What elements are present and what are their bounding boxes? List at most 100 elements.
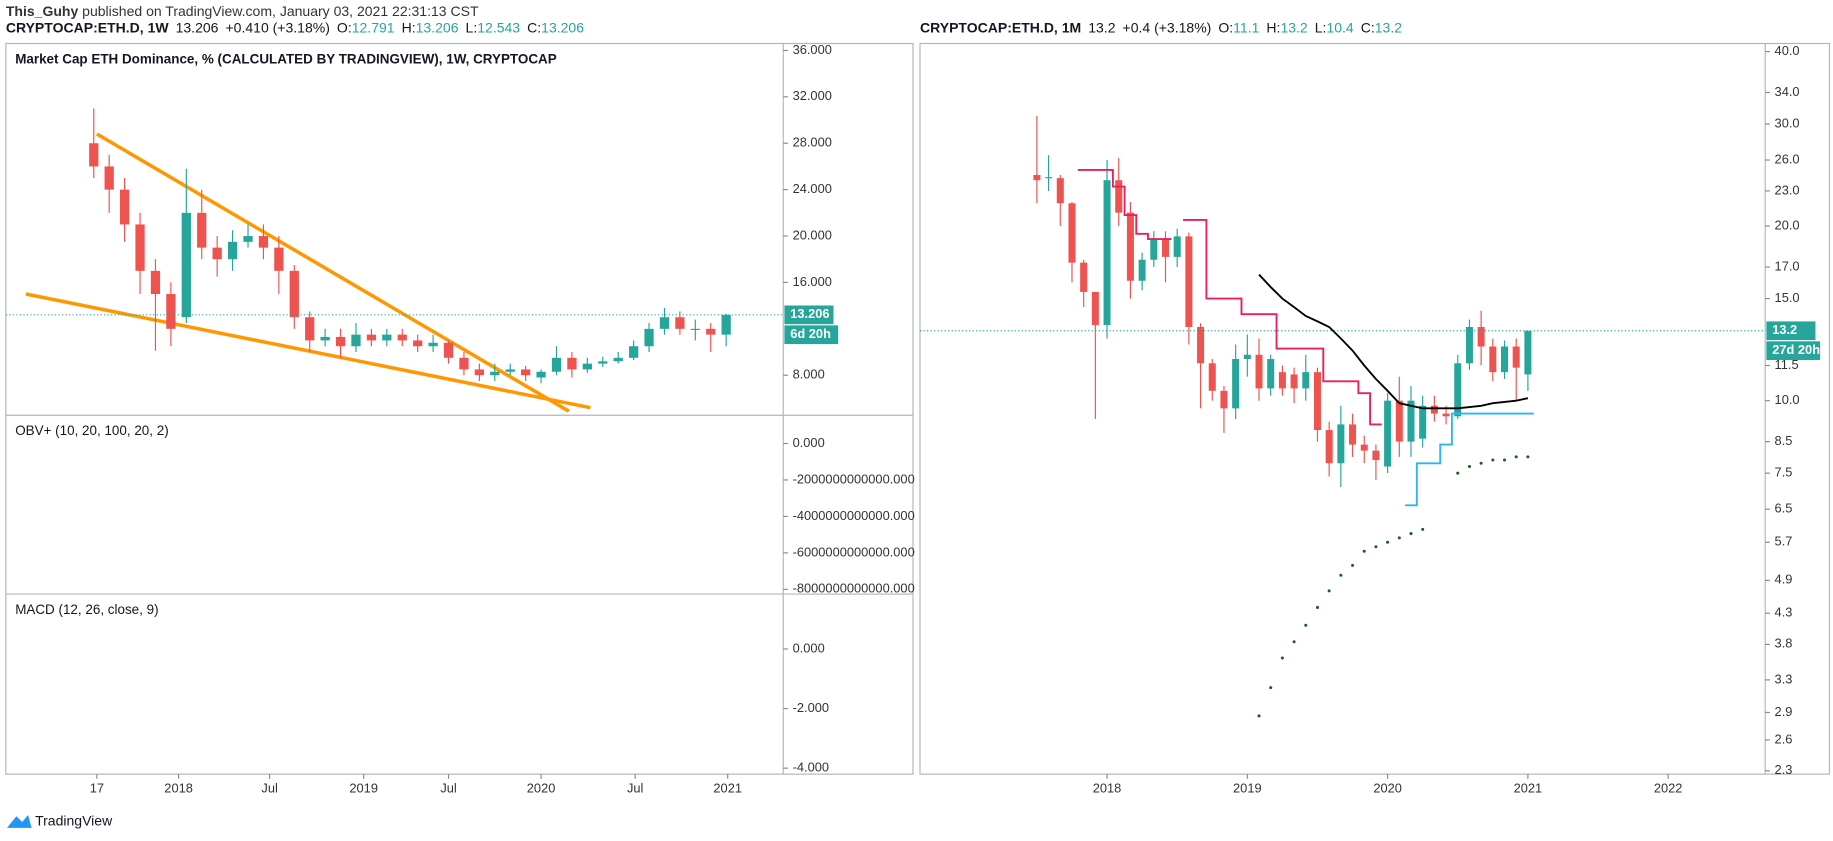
y-tick-label: 3.8	[1775, 636, 1793, 651]
y-tick-label: 3.3	[1775, 671, 1793, 686]
candle-body	[474, 369, 485, 376]
candle-body	[413, 340, 423, 347]
candle-body	[1232, 359, 1240, 409]
indicator-dot	[1327, 589, 1331, 593]
candle-body	[351, 334, 361, 347]
pane-title: Market Cap ETH Dominance, % (CALCULATED …	[15, 51, 557, 66]
indicator-line	[1077, 168, 1172, 240]
indicator-line	[1258, 273, 1529, 410]
candle-body	[613, 357, 623, 362]
y-tick-label: 0.000	[793, 435, 825, 450]
indicator-dot	[1421, 527, 1425, 531]
candle-body	[1080, 262, 1088, 292]
candle-body	[1138, 259, 1146, 281]
candle-body	[567, 357, 577, 370]
y-tick-label: 23.0	[1775, 182, 1800, 197]
y-tick-label: -8000000000000.000	[793, 581, 915, 596]
price-label-box	[1766, 321, 1816, 341]
indicator-dot	[1257, 714, 1261, 718]
brand: TradingView	[35, 813, 113, 829]
y-tick-label: -2000000000000.000	[793, 471, 915, 486]
indicator-dot	[1304, 623, 1308, 627]
candle-body	[1056, 178, 1064, 204]
y-tick-label: -2.000	[793, 700, 829, 715]
candle-body	[1524, 330, 1532, 375]
indicator-line	[1405, 412, 1534, 507]
y-tick-label: 2.3	[1775, 762, 1793, 777]
legend-item: 13.206	[541, 19, 584, 35]
indicator-dot	[1374, 545, 1378, 549]
candle-body	[1208, 363, 1216, 391]
candle-body	[1384, 400, 1392, 467]
y-tick-label: 10.0	[1775, 392, 1800, 407]
x-tick-label: 2022	[1654, 781, 1683, 796]
legend-item: 13.2	[1375, 19, 1402, 35]
candle-body	[1278, 372, 1286, 389]
x-tick-label: 2021	[713, 781, 742, 796]
candle-body	[1395, 400, 1403, 442]
y-tick-label: 6.5	[1775, 501, 1793, 516]
x-tick-label: 2019	[349, 781, 378, 796]
legend-item: +0.410 (+3.18%)	[225, 19, 329, 35]
y-tick-label: -4000000000000.000	[793, 508, 915, 523]
candle-body	[1255, 354, 1263, 389]
indicator-dot	[1456, 471, 1460, 475]
candle-body	[598, 361, 608, 364]
candle-body	[551, 357, 562, 372]
legend-item: 11.1	[1233, 19, 1259, 35]
candle-body	[644, 328, 654, 347]
countdown-box	[784, 325, 839, 345]
candle-body	[1477, 326, 1485, 347]
indicator-line	[1183, 218, 1382, 426]
legend-item: CRYPTOCAP:ETH.D, 1M	[920, 19, 1081, 35]
candle-body	[1360, 444, 1368, 451]
x-tick-label: 2020	[527, 781, 556, 796]
candle-body	[459, 357, 469, 370]
legend-item: 13.206	[176, 19, 219, 35]
candle-body	[335, 336, 346, 347]
candle-body	[1325, 430, 1333, 464]
legend-item: 13.2	[1088, 19, 1115, 35]
candle-body	[1115, 180, 1123, 213]
candle-body	[135, 224, 145, 271]
y-tick-label: 34.0	[1775, 84, 1800, 99]
candle-body	[690, 328, 700, 330]
candle-body	[536, 371, 546, 378]
candle-body	[382, 334, 392, 341]
y-tick-label: 36.000	[793, 42, 832, 57]
candle-body	[1512, 346, 1520, 368]
candle-body	[1185, 236, 1193, 327]
candle-body	[1150, 239, 1158, 260]
candle-body	[1442, 413, 1450, 417]
legend: CRYPTOCAP:ETH.D, 1W 13.206 +0.410 (+3.18%)…	[6, 19, 584, 35]
candle-body	[1126, 212, 1134, 281]
candle-body	[1290, 374, 1298, 389]
legend-item: L:	[466, 19, 478, 35]
candle-body	[1337, 424, 1345, 464]
y-tick-label: 30.0	[1775, 115, 1800, 130]
candle-body	[659, 317, 670, 329]
candle-body	[1302, 372, 1310, 389]
candle-body	[1220, 390, 1228, 409]
legend-item: 13.206	[416, 19, 459, 35]
indicator-dot	[1467, 464, 1471, 469]
legend-item: 12.791	[352, 19, 395, 35]
candle-body	[505, 369, 515, 372]
indicator-dot	[1479, 461, 1483, 465]
y-tick-label: 17.0	[1775, 258, 1800, 273]
candle-body	[166, 294, 176, 329]
indicator-dot	[1409, 532, 1413, 536]
candle-body	[89, 143, 99, 167]
y-tick-label: 16.000	[793, 274, 832, 289]
candle-body	[197, 212, 207, 248]
candle-body	[320, 336, 330, 341]
candle-body	[1407, 400, 1415, 442]
candle-body	[1372, 450, 1380, 461]
x-tick-label: Jul	[440, 781, 456, 796]
candle-body	[1103, 180, 1111, 326]
y-tick-label: 32.000	[793, 88, 832, 103]
y-tick-label: -4.000	[793, 760, 829, 775]
x-tick-label: 2021	[1514, 781, 1543, 796]
candle-body	[1419, 405, 1427, 439]
